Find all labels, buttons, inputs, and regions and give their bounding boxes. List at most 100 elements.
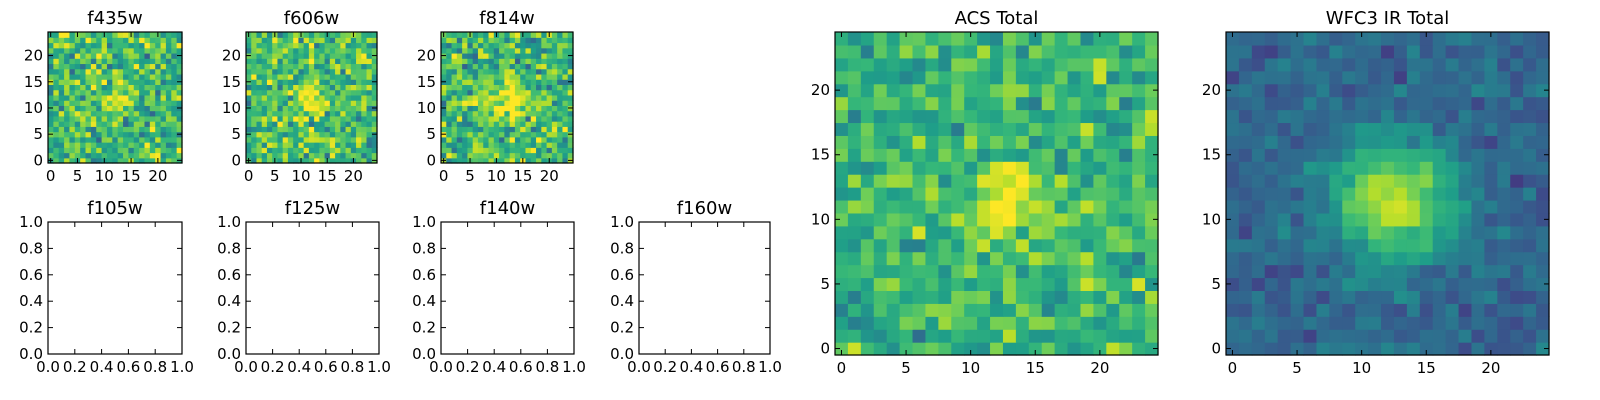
heatmap-cell [1132,264,1146,279]
heatmap-cell [1264,199,1279,214]
heatmap-cell [117,131,124,138]
y-tick-label: 0.2 [412,319,436,337]
heatmap-cell [1264,122,1279,136]
heatmap-cell [546,68,553,75]
heatmap-cell [277,79,284,85]
heatmap-cell [85,147,92,154]
heatmap-cell [69,47,76,54]
heatmap-cell [356,100,362,106]
heatmap-cell [456,115,463,122]
heatmap-cell [530,115,537,122]
heatmap-cell [899,148,914,162]
heatmap-cell [514,37,521,44]
heatmap-cell [303,142,310,148]
heatmap-cell [1002,238,1017,253]
heatmap-cell [293,52,299,59]
heatmap-cell [1145,57,1159,72]
heatmap-cell [74,84,81,91]
panel-title: f814w [479,8,534,29]
heatmap-cell [282,110,289,117]
heatmap-cell [48,136,54,143]
heatmap-cell [1119,96,1133,111]
heatmap-cell [112,68,119,75]
heatmap-cell [48,152,54,159]
heatmap-cell [847,70,862,85]
heatmap-cell [80,73,87,80]
heatmap-cell [340,115,347,122]
heatmap-cell [261,73,268,80]
heatmap-cell [324,131,331,138]
heatmap-cell [1290,225,1305,240]
heatmap-cell [520,142,527,148]
heatmap-cell [139,121,146,127]
heatmap-cell [1277,161,1292,175]
heatmap-cell [847,174,862,188]
heatmap-cell [144,126,151,133]
heatmap-cell [499,52,505,59]
y-tick-label: 15 [811,146,830,164]
heatmap-cell [64,89,71,96]
heatmap-cell [85,100,92,106]
heatmap-cell [85,142,92,148]
heatmap-cell [1028,342,1043,356]
heatmap-cell [165,94,172,101]
heatmap-cell [1145,44,1159,59]
heatmap-cell [964,264,978,279]
x-tick-label: 0 [46,167,56,185]
heatmap-cell [1145,135,1159,149]
heatmap-cell [139,157,146,164]
heatmap-cell [499,115,505,122]
heatmap-cell [1419,225,1434,240]
heatmap-cell [938,122,952,136]
heatmap-cell [1132,238,1146,253]
heatmap-cell [69,79,76,85]
heatmap-cell [324,105,331,112]
heatmap-cell [101,47,108,54]
heatmap-cell [160,47,167,54]
heatmap-cell [85,110,92,117]
heatmap-cell [835,212,849,227]
heatmap-cell [477,105,484,112]
heatmap-cell [1523,135,1537,149]
heatmap-cell [1368,212,1382,227]
heatmap-cell [176,68,183,75]
heatmap-cell [282,68,289,75]
heatmap-cell [520,105,527,112]
heatmap-cell [272,142,279,148]
heatmap-cell [319,89,326,96]
heatmap-cell [293,58,299,65]
heatmap-cell [74,47,81,54]
heatmap-cell [514,105,521,112]
heatmap-cell [860,161,875,175]
heatmap-cell [467,94,474,101]
heatmap-cell [483,147,490,154]
heatmap-cell [165,126,172,133]
heatmap-cell [1119,238,1133,253]
heatmap-cell [329,110,336,117]
heatmap-cell [899,264,914,279]
heatmap-cell [1432,290,1447,304]
heatmap-cell [873,148,888,162]
heatmap-cell [1406,329,1421,343]
heatmap-cell [96,115,103,122]
heatmap-cell [361,68,368,75]
heatmap-cell [551,105,558,112]
heatmap-cell [536,32,542,38]
heatmap-cell [69,142,76,148]
heatmap-cell [149,100,156,106]
heatmap-cell [951,32,965,46]
heatmap-cell [1093,264,1107,279]
heatmap-cell [1381,316,1395,330]
heatmap-cell [53,84,60,91]
heatmap-cell [261,32,268,38]
heatmap-cell [1510,264,1524,279]
heatmap-cell [873,57,888,72]
heatmap-cell [977,277,991,291]
heatmap-cell [1393,316,1408,330]
heatmap-cell [1145,70,1159,85]
heatmap-cell [133,126,140,133]
y-tick-label: 10 [24,99,43,117]
heatmap-cell [1290,83,1305,98]
heatmap-cell [287,63,294,70]
heatmap-cell [293,152,299,159]
